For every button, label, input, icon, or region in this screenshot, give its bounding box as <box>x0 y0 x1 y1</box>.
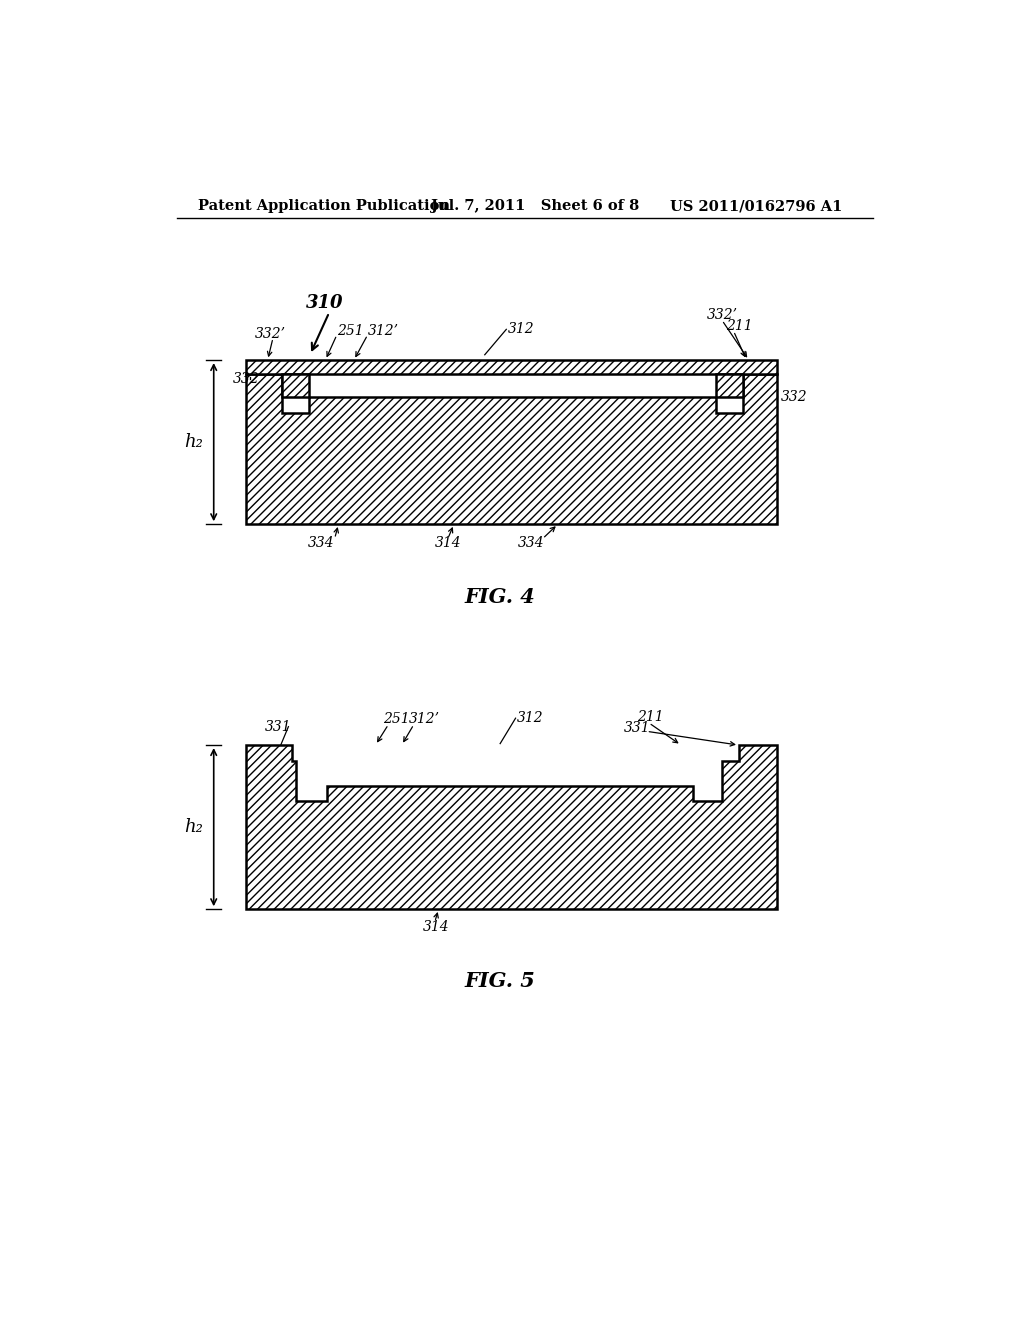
Text: FIG. 5: FIG. 5 <box>465 970 536 991</box>
Text: FIG. 4: FIG. 4 <box>465 587 536 607</box>
Text: 332: 332 <box>233 372 260 387</box>
Text: 332’: 332’ <box>707 309 737 322</box>
Polygon shape <box>716 374 742 397</box>
Polygon shape <box>246 360 777 374</box>
Text: 251: 251 <box>383 711 410 726</box>
Text: 331: 331 <box>265 719 292 734</box>
Text: 211: 211 <box>637 710 664 725</box>
Text: 211: 211 <box>727 319 754 333</box>
Text: h₂: h₂ <box>184 433 203 451</box>
Text: 332’: 332’ <box>255 327 287 341</box>
Text: 314: 314 <box>423 920 450 933</box>
Text: h₂: h₂ <box>184 818 203 836</box>
Text: 312’: 312’ <box>410 711 440 726</box>
Text: 332: 332 <box>781 391 808 404</box>
Polygon shape <box>246 744 777 909</box>
Text: 312’: 312’ <box>368 323 398 338</box>
Text: 334: 334 <box>308 536 335 550</box>
Text: 331: 331 <box>624 721 650 735</box>
Text: Jul. 7, 2011   Sheet 6 of 8: Jul. 7, 2011 Sheet 6 of 8 <box>431 199 639 213</box>
Text: 312: 312 <box>517 711 544 725</box>
Polygon shape <box>246 374 777 524</box>
Text: 314: 314 <box>435 536 462 550</box>
Text: 334: 334 <box>518 536 545 550</box>
Polygon shape <box>283 374 309 397</box>
Text: US 2011/0162796 A1: US 2011/0162796 A1 <box>670 199 842 213</box>
Text: 310: 310 <box>306 294 344 312</box>
Text: 312: 312 <box>508 322 535 337</box>
Text: 251: 251 <box>337 323 364 338</box>
Text: Patent Application Publication: Patent Application Publication <box>199 199 451 213</box>
